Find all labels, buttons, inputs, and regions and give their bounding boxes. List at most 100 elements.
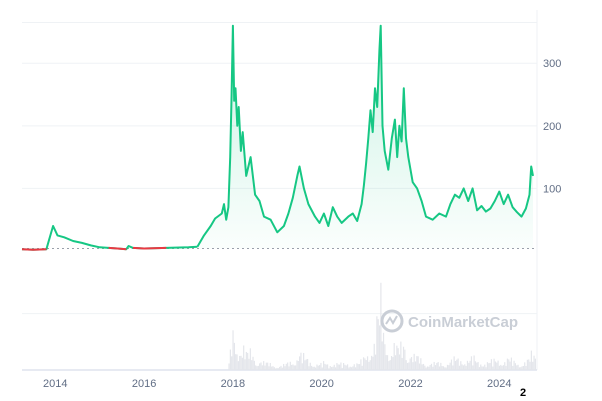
volume-bar: [350, 367, 353, 370]
volume-bar: [472, 365, 474, 370]
volume-bar: [401, 357, 403, 370]
volume-bar: [392, 357, 394, 370]
volume-bar: [438, 366, 441, 370]
volume-bar: [267, 362, 269, 370]
volume-bar: [236, 354, 238, 370]
coinmarketcap-logo-wave: [385, 315, 398, 325]
volume-bar: [405, 360, 407, 370]
volume-bar: [323, 361, 325, 370]
volume-bar: [485, 367, 487, 370]
volume-bar: [255, 365, 257, 370]
volume-bar: [441, 366, 443, 370]
volume-bar: [436, 362, 438, 370]
volume-bar: [272, 366, 274, 370]
volume-bar: [293, 365, 295, 370]
price-line-up: [196, 24, 534, 248]
volume-bar: [534, 358, 536, 370]
volume-bar: [474, 361, 477, 370]
volume-bar: [421, 364, 423, 370]
volume-bar: [420, 358, 422, 370]
volume-bar: [241, 357, 243, 370]
volume-bar: [445, 367, 447, 370]
volume-bar: [470, 356, 473, 370]
volume-bar: [452, 365, 454, 370]
volume-bar: [232, 330, 234, 370]
volume-bar: [518, 367, 520, 370]
volume-bar: [524, 362, 526, 370]
volume-bars: [228, 282, 536, 370]
volume-bar: [233, 342, 235, 370]
volume-bar: [448, 365, 450, 370]
x-tick-label: 2018: [221, 378, 245, 390]
volume-bar: [368, 361, 370, 370]
watermark-text: CoinMarketCap: [408, 314, 518, 331]
volume-bar: [358, 364, 361, 370]
volume-bar: [402, 346, 405, 370]
volume-bar: [432, 366, 434, 370]
volume-bar: [502, 365, 505, 370]
volume-bar: [465, 365, 467, 370]
volume-bar: [480, 364, 482, 370]
volume-bar: [244, 359, 246, 370]
volume-bar: [345, 365, 347, 370]
volume-bar: [285, 363, 287, 370]
volume-bar: [413, 353, 415, 370]
y-tick-label: 200: [543, 121, 561, 133]
volume-bar: [369, 360, 371, 370]
volume-bar: [414, 361, 417, 370]
volume-bar: [425, 367, 427, 370]
volume-bar: [381, 341, 383, 370]
volume-bar: [408, 362, 410, 370]
volume-bar: [478, 367, 481, 370]
volume-bar: [498, 365, 501, 370]
volume-bar: [362, 357, 365, 370]
volume-bar: [297, 361, 299, 370]
volume-bar: [462, 365, 465, 370]
volume-bar: [273, 367, 275, 370]
volume-bar: [484, 364, 486, 370]
volume-bar: [494, 361, 497, 370]
volume-bar: [283, 363, 285, 370]
volume-bar: [374, 354, 377, 370]
volume-bar: [424, 365, 426, 370]
volume-bar: [265, 362, 267, 370]
volume-bar: [279, 366, 281, 370]
volume-bar: [346, 364, 349, 370]
volume-bar: [333, 364, 335, 370]
volume-bar: [337, 364, 339, 370]
volume-bar: [486, 362, 489, 370]
volume-bar: [311, 365, 313, 370]
volume-bar: [320, 362, 322, 370]
volume-bar: [386, 355, 389, 370]
volume-bar: [520, 367, 522, 370]
volume-bar: [237, 361, 239, 370]
volume-bar: [365, 360, 367, 370]
volume-bar: [288, 366, 290, 370]
price-line-segment: [108, 246, 127, 251]
volume-bar: [406, 362, 409, 370]
volume-bar: [500, 364, 502, 370]
volume-bar: [263, 361, 265, 370]
volume-bar: [291, 364, 293, 370]
volume-bar: [301, 363, 303, 370]
volume-bar: [352, 366, 354, 370]
volume-bar: [354, 367, 357, 370]
volume-bar: [376, 316, 378, 370]
volume-bar: [429, 364, 431, 370]
volume-bar: [466, 360, 469, 370]
volume-bar: [338, 364, 341, 370]
volume-bar: [307, 359, 309, 370]
volume-bar: [490, 359, 493, 370]
volume-bar: [493, 358, 495, 370]
volume-bar: [404, 349, 406, 370]
volume-bar: [514, 363, 517, 370]
volume-bar: [327, 364, 329, 370]
volume-bar: [277, 368, 279, 370]
volume-bar: [378, 325, 381, 370]
price-line-segment: [132, 246, 167, 250]
volume-bar: [528, 359, 530, 370]
volume-bar: [390, 355, 393, 370]
volume-bar: [349, 366, 351, 370]
volume-bar: [342, 362, 345, 370]
